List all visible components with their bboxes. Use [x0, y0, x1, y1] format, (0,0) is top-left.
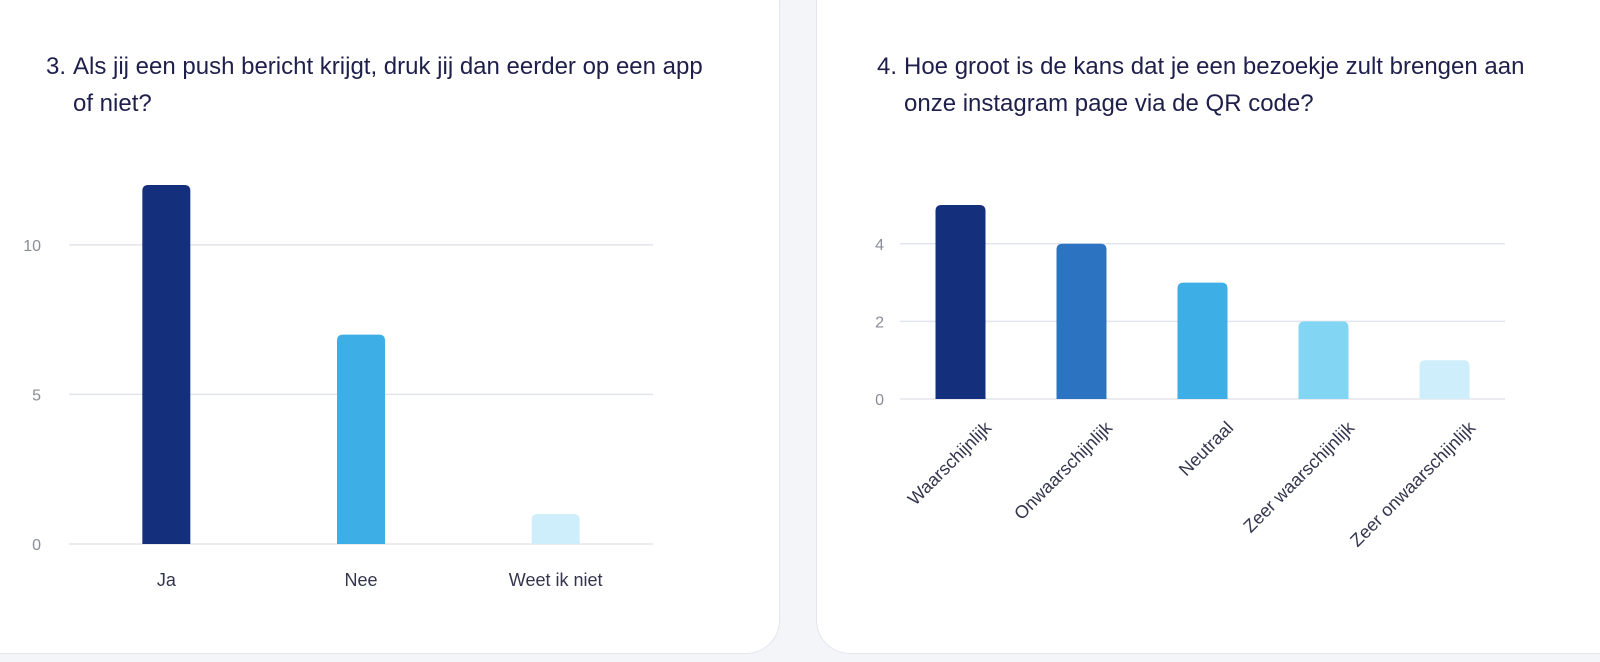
x-category-label: Onwaarschijnlijk [1010, 417, 1117, 524]
x-category-label: Waarschijnlijk [904, 417, 996, 509]
chart-card-question-3: 3. Als jij een push bericht krijgt, druk… [0, 0, 780, 654]
bar [1177, 282, 1228, 399]
y-tick-label: 2 [875, 314, 884, 331]
x-category-label: Weet ik niet [509, 570, 603, 590]
question-title: 3. Als jij een push bericht krijgt, druk… [46, 48, 726, 122]
x-category-label: Neutraal [1175, 418, 1237, 480]
question-title: 4. Hoe groot is de kans dat je een bezoe… [877, 48, 1537, 122]
question-number: 3. [46, 53, 67, 80]
bar [1419, 360, 1470, 399]
question-text: Als jij een push bericht krijgt, druk ji… [73, 53, 703, 117]
y-tick-label: 0 [875, 392, 884, 409]
y-tick-label: 0 [32, 537, 41, 554]
bar-chart-question-4: 0 2 4 Waarschijnlijk Onwaarschijnlijk Neutraa… [875, 205, 1505, 551]
bar-chart-question-3: 0 5 10 Ja Nee Weet ik niet [23, 185, 653, 590]
bar [935, 205, 986, 399]
y-tick-label: 10 [23, 238, 41, 255]
x-category-label: Zeer waarschijnlijk [1239, 417, 1359, 537]
bar [531, 514, 580, 544]
x-category-label: Zeer onwaarschijnlijk [1346, 417, 1480, 551]
question-number: 4. [877, 53, 898, 80]
y-tick-label: 4 [875, 237, 884, 254]
chart-card-question-4: 4. Hoe groot is de kans dat je een bezoe… [816, 0, 1600, 654]
bar [337, 334, 385, 544]
bar [142, 185, 191, 544]
x-category-label: Nee [344, 570, 377, 590]
question-text: Hoe groot is de kans dat je een bezoekje… [904, 53, 1525, 117]
y-tick-label: 5 [32, 387, 41, 404]
bar [1298, 321, 1349, 399]
bar [1056, 243, 1107, 399]
x-category-label: Ja [157, 570, 177, 590]
